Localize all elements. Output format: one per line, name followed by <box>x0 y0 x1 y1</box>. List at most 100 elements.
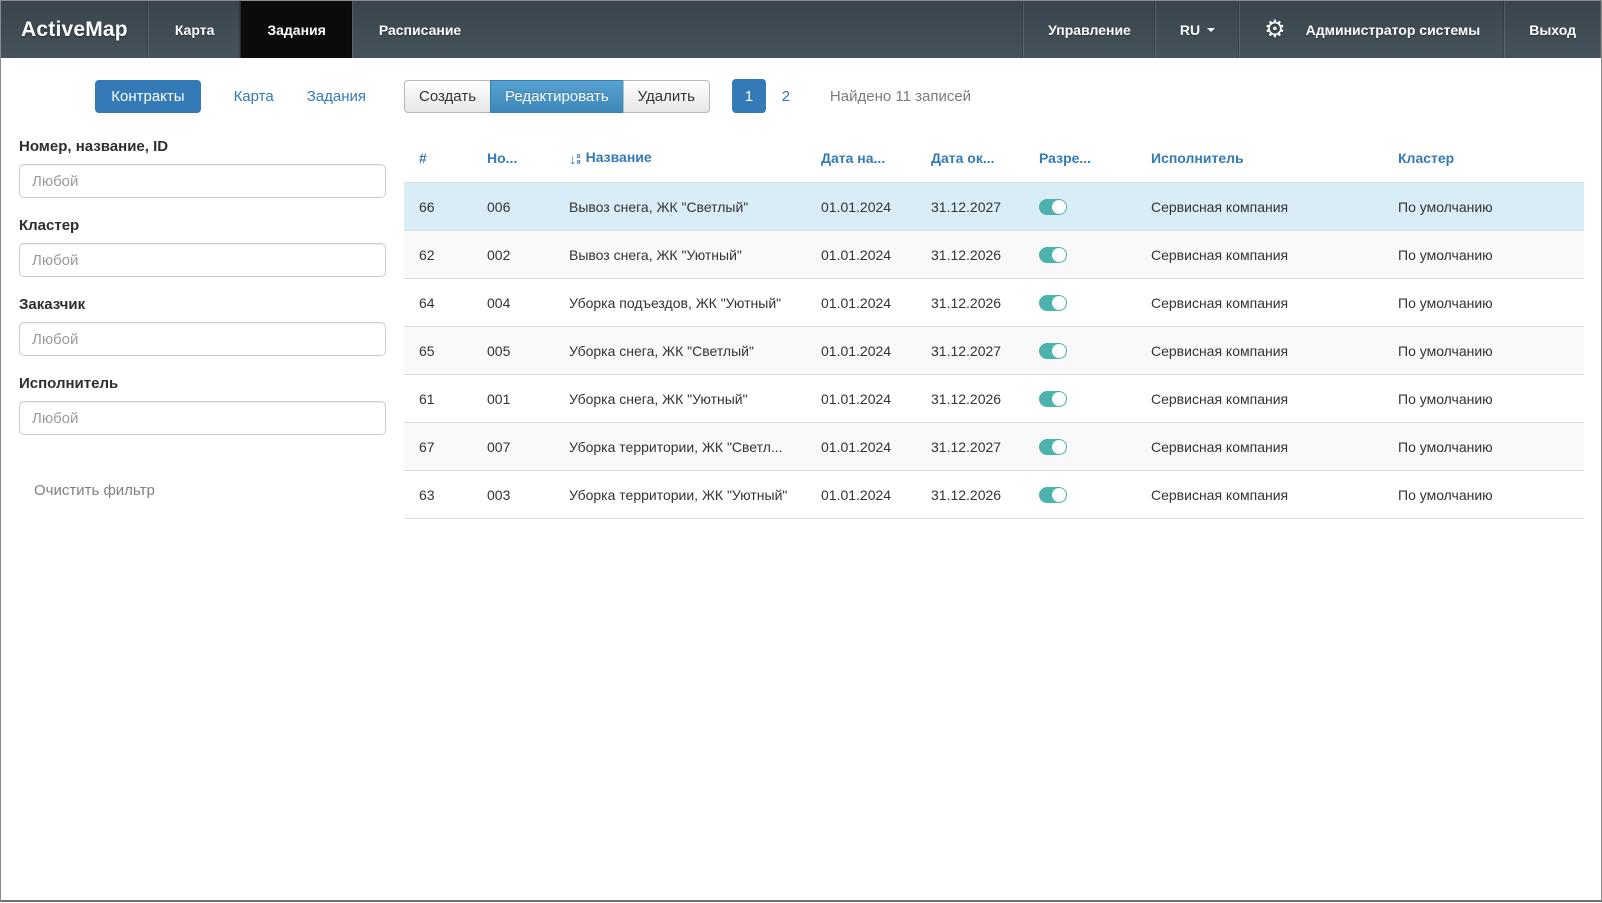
cell-number: 007 <box>472 423 554 471</box>
enabled-toggle[interactable] <box>1039 295 1067 311</box>
gear-icon[interactable]: ⚙ <box>1264 18 1286 42</box>
column-header-number[interactable]: Но... <box>472 134 554 183</box>
enabled-toggle[interactable] <box>1039 343 1067 359</box>
delete-button[interactable]: Удалить <box>623 80 710 113</box>
cell-date-end: 31.12.2027 <box>916 423 1024 471</box>
cell-enabled <box>1024 423 1136 471</box>
cell-date-end: 31.12.2026 <box>916 375 1024 423</box>
clear-filter-link[interactable]: Очистить фильтр <box>34 482 155 499</box>
table-row[interactable]: 64 004 Уборка подъездов, ЖК "Уютный" 01.… <box>404 279 1584 327</box>
enabled-toggle[interactable] <box>1039 247 1067 263</box>
sort-asc-icon: ↓ая <box>569 152 581 167</box>
enabled-toggle[interactable] <box>1039 199 1067 215</box>
crud-button-group: Создать Редактировать Удалить <box>404 80 710 113</box>
toggle-knob <box>1052 200 1066 214</box>
column-header-date-start[interactable]: Дата на... <box>806 134 916 183</box>
filter-sidebar: Контракты Карта Задания Номер, название,… <box>1 58 386 499</box>
cell-date-end: 31.12.2026 <box>916 471 1024 519</box>
cell-executor: Сервисная компания <box>1136 231 1383 279</box>
enabled-toggle[interactable] <box>1039 439 1067 455</box>
toggle-knob <box>1052 488 1066 502</box>
filter-group-cluster: Кластер <box>19 217 386 277</box>
customer-input[interactable] <box>19 322 386 356</box>
cell-name: Уборка снега, ЖК "Светлый" <box>554 327 806 375</box>
cluster-input[interactable] <box>19 243 386 277</box>
nav-tab-map[interactable]: Карта <box>148 1 241 58</box>
cell-date-start: 01.01.2024 <box>806 231 916 279</box>
nav-tab-schedule[interactable]: Расписание <box>352 1 487 58</box>
table-row[interactable]: 65 005 Уборка снега, ЖК "Светлый" 01.01.… <box>404 327 1584 375</box>
cell-id: 67 <box>404 423 472 471</box>
column-header-cluster[interactable]: Кластер <box>1383 134 1584 183</box>
enabled-toggle[interactable] <box>1039 391 1067 407</box>
cell-name: Вывоз снега, ЖК "Уютный" <box>554 231 806 279</box>
table-row[interactable]: 62 002 Вывоз снега, ЖК "Уютный" 01.01.20… <box>404 231 1584 279</box>
cell-executor: Сервисная компания <box>1136 327 1383 375</box>
cell-executor: Сервисная компания <box>1136 183 1383 231</box>
cell-cluster: По умолчанию <box>1383 183 1584 231</box>
table-header-row: # Но... ↓аяНазвание Дата на... Дата ок..… <box>404 134 1584 183</box>
enabled-toggle[interactable] <box>1039 487 1067 503</box>
cell-enabled <box>1024 327 1136 375</box>
cell-number: 006 <box>472 183 554 231</box>
chevron-down-icon <box>1207 28 1215 32</box>
cell-name: Уборка территории, ЖК "Уютный" <box>554 471 806 519</box>
column-header-enabled[interactable]: Разре... <box>1024 134 1136 183</box>
table-row[interactable]: 66 006 Вывоз снега, ЖК "Светлый" 01.01.2… <box>404 183 1584 231</box>
cell-id: 61 <box>404 375 472 423</box>
cell-date-end: 31.12.2026 <box>916 279 1024 327</box>
column-header-date-end[interactable]: Дата ок... <box>916 134 1024 183</box>
filter-label-customer: Заказчик <box>19 296 386 313</box>
cell-cluster: По умолчанию <box>1383 423 1584 471</box>
filter-label-executor: Исполнитель <box>19 375 386 392</box>
top-navbar: ActiveMap Карта Задания Расписание Управ… <box>1 1 1601 58</box>
filter-group-customer: Заказчик <box>19 296 386 356</box>
table-row[interactable]: 67 007 Уборка территории, ЖК "Светл... 0… <box>404 423 1584 471</box>
cell-id: 64 <box>404 279 472 327</box>
column-header-id[interactable]: # <box>404 134 472 183</box>
column-header-executor[interactable]: Исполнитель <box>1136 134 1383 183</box>
nav-tab-tasks[interactable]: Задания <box>240 1 351 58</box>
nav-management[interactable]: Управление <box>1023 1 1155 58</box>
table-row[interactable]: 61 001 Уборка снега, ЖК "Уютный" 01.01.2… <box>404 375 1584 423</box>
tab-tasks[interactable]: Задания <box>307 88 366 105</box>
view-tabs: Контракты Карта Задания <box>19 79 386 113</box>
cell-enabled <box>1024 183 1136 231</box>
create-button[interactable]: Создать <box>404 80 491 113</box>
page-button-1[interactable]: 1 <box>732 79 766 113</box>
search-input[interactable] <box>19 164 386 198</box>
cell-date-end: 31.12.2026 <box>916 231 1024 279</box>
page-button-2[interactable]: 2 <box>766 88 806 105</box>
filter-label-cluster: Кластер <box>19 217 386 234</box>
cell-enabled <box>1024 471 1136 519</box>
nav-user-section[interactable]: ⚙ Администратор системы <box>1239 1 1504 58</box>
edit-button[interactable]: Редактировать <box>490 80 624 113</box>
filter-label-search: Номер, название, ID <box>19 138 386 155</box>
user-name-label: Администратор системы <box>1306 22 1481 38</box>
nav-language-selector[interactable]: RU <box>1155 1 1239 58</box>
cell-date-start: 01.01.2024 <box>806 183 916 231</box>
cell-number: 005 <box>472 327 554 375</box>
cell-name: Уборка территории, ЖК "Светл... <box>554 423 806 471</box>
cell-date-start: 01.01.2024 <box>806 327 916 375</box>
table-row[interactable]: 63 003 Уборка территории, ЖК "Уютный" 01… <box>404 471 1584 519</box>
column-header-name[interactable]: ↓аяНазвание <box>554 134 806 183</box>
cell-id: 63 <box>404 471 472 519</box>
toggle-knob <box>1052 392 1066 406</box>
cell-id: 62 <box>404 231 472 279</box>
cell-cluster: По умолчанию <box>1383 231 1584 279</box>
cell-executor: Сервисная компания <box>1136 279 1383 327</box>
tab-contracts[interactable]: Контракты <box>95 80 200 113</box>
cell-date-start: 01.01.2024 <box>806 279 916 327</box>
logout-button[interactable]: Выход <box>1504 1 1601 58</box>
tab-map[interactable]: Карта <box>234 88 274 105</box>
filter-group-search: Номер, название, ID <box>19 138 386 198</box>
cell-executor: Сервисная компания <box>1136 423 1383 471</box>
app-logo[interactable]: ActiveMap <box>1 1 148 58</box>
main-area: Создать Редактировать Удалить 1 2 Найден… <box>386 58 1602 519</box>
executor-input[interactable] <box>19 401 386 435</box>
cell-number: 004 <box>472 279 554 327</box>
cell-name: Уборка подъездов, ЖК "Уютный" <box>554 279 806 327</box>
cell-cluster: По умолчанию <box>1383 327 1584 375</box>
cell-executor: Сервисная компания <box>1136 375 1383 423</box>
